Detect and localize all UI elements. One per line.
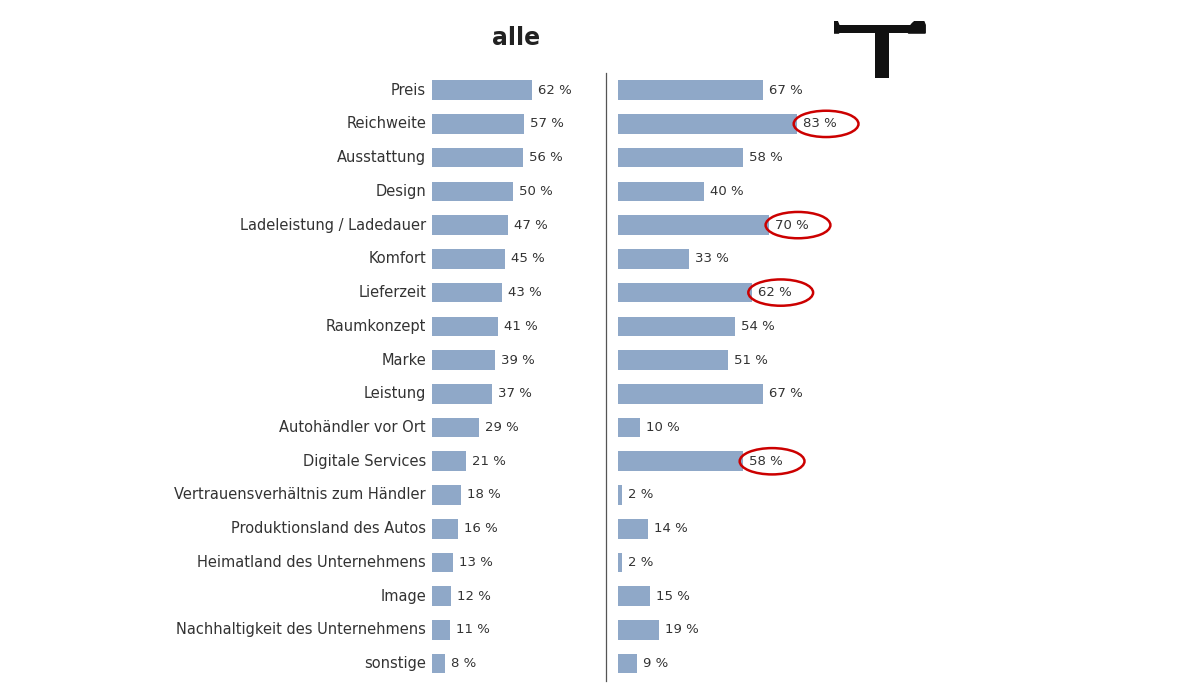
Bar [432, 620, 450, 640]
Text: 33 %: 33 % [695, 253, 730, 265]
Bar [432, 452, 466, 471]
Bar [432, 350, 496, 370]
Bar [432, 249, 505, 269]
Bar [432, 114, 524, 134]
Bar [618, 586, 650, 606]
Text: 13 %: 13 % [460, 556, 493, 569]
Text: 15 %: 15 % [656, 590, 690, 602]
PathPatch shape [839, 25, 925, 77]
Bar [618, 181, 704, 201]
Text: 10 %: 10 % [646, 421, 679, 434]
Text: sonstige: sonstige [364, 656, 426, 671]
Bar [618, 384, 763, 403]
Text: Reichweite: Reichweite [346, 117, 426, 131]
Text: 54 %: 54 % [740, 320, 774, 333]
Bar [432, 417, 479, 438]
Bar [618, 654, 637, 674]
Text: 50 %: 50 % [520, 185, 553, 198]
Text: 2 %: 2 % [629, 489, 654, 501]
Text: Leistung: Leistung [364, 386, 426, 401]
Text: Ausstattung: Ausstattung [337, 150, 426, 165]
Bar [432, 80, 533, 100]
Text: 58 %: 58 % [749, 455, 784, 468]
Bar [432, 283, 502, 302]
Text: alle: alle [492, 27, 540, 50]
Text: Nachhaltigkeit des Unternehmens: Nachhaltigkeit des Unternehmens [176, 623, 426, 637]
Bar [618, 620, 659, 640]
Polygon shape [908, 18, 925, 33]
Text: Produktionsland des Autos: Produktionsland des Autos [230, 521, 426, 536]
Text: Preis: Preis [391, 82, 426, 98]
Bar [618, 215, 769, 235]
Text: 67 %: 67 % [769, 387, 803, 400]
Text: 9 %: 9 % [643, 658, 668, 670]
Text: Heimatland des Unternehmens: Heimatland des Unternehmens [197, 555, 426, 570]
Bar [618, 249, 689, 269]
Text: 67 %: 67 % [769, 84, 803, 96]
Text: 19 %: 19 % [665, 623, 698, 637]
Bar [618, 283, 752, 302]
Text: 40 %: 40 % [710, 185, 744, 198]
Text: 45 %: 45 % [511, 253, 545, 265]
Bar [432, 519, 458, 539]
Text: 43 %: 43 % [508, 286, 541, 299]
Bar [432, 384, 492, 403]
Bar [432, 215, 508, 235]
Bar [618, 519, 648, 539]
Text: Autohändler vor Ort: Autohändler vor Ort [280, 420, 426, 435]
Bar [432, 148, 523, 168]
Text: 47 %: 47 % [514, 218, 548, 232]
Text: Marke: Marke [382, 352, 426, 368]
Text: Komfort: Komfort [368, 251, 426, 267]
Bar [432, 181, 514, 201]
Bar [432, 654, 445, 674]
Text: 70 %: 70 % [775, 218, 809, 232]
Text: 16 %: 16 % [464, 522, 498, 535]
Text: 58 %: 58 % [749, 151, 784, 164]
Text: 14 %: 14 % [654, 522, 688, 535]
Text: 21 %: 21 % [472, 455, 506, 468]
Bar [618, 80, 763, 100]
Text: 62 %: 62 % [539, 84, 572, 96]
Text: Vertrauensverhältnis zum Händler: Vertrauensverhältnis zum Händler [174, 487, 426, 503]
Text: 57 %: 57 % [530, 117, 564, 131]
Text: 18 %: 18 % [467, 489, 500, 501]
Bar [432, 316, 498, 336]
Bar [618, 350, 728, 370]
Text: 29 %: 29 % [485, 421, 518, 434]
Text: Raumkonzept: Raumkonzept [325, 319, 426, 334]
Bar [618, 148, 743, 168]
Text: 37 %: 37 % [498, 387, 532, 400]
Text: Lieferzeit: Lieferzeit [358, 285, 426, 300]
Text: 62 %: 62 % [758, 286, 792, 299]
Text: 2 %: 2 % [629, 556, 654, 569]
Text: Image: Image [380, 588, 426, 604]
Bar [618, 452, 743, 471]
Bar [432, 485, 461, 505]
Bar [618, 553, 623, 572]
Text: Design: Design [376, 184, 426, 199]
Bar [618, 485, 623, 505]
Text: 51 %: 51 % [734, 354, 768, 366]
Text: 8 %: 8 % [451, 658, 476, 670]
Bar [618, 417, 640, 438]
Text: 39 %: 39 % [502, 354, 535, 366]
Bar [432, 586, 451, 606]
Bar [618, 316, 734, 336]
Bar [432, 553, 454, 572]
Text: 83 %: 83 % [803, 117, 838, 131]
Text: 11 %: 11 % [456, 623, 490, 637]
Text: Ladeleistung / Ladedauer: Ladeleistung / Ladedauer [240, 218, 426, 232]
Bar [618, 114, 797, 134]
Text: 12 %: 12 % [457, 590, 491, 602]
Text: 56 %: 56 % [529, 151, 563, 164]
Text: Digitale Services: Digitale Services [302, 454, 426, 469]
Text: 41 %: 41 % [504, 320, 538, 333]
Polygon shape [822, 18, 839, 33]
